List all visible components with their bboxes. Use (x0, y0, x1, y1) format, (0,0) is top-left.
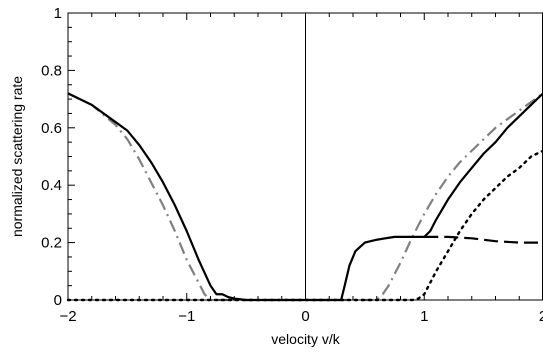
x-tick-label: −2 (59, 308, 76, 325)
ticks-layer: −2 −1 0 1 2 0 0.2 0.4 0.6 0.8 1 (41, 5, 543, 325)
y-tick-label: 0.2 (41, 235, 62, 252)
x-tick-label: 2 (539, 308, 543, 325)
x-tick-label: 0 (301, 308, 309, 325)
y-tick-label: 0.6 (41, 120, 62, 137)
y-tick-label: 0 (54, 292, 62, 309)
y-tick-label: 1 (54, 5, 62, 22)
series-line-solid (67, 92, 543, 302)
x-axis-title: velocity v/k (271, 331, 340, 347)
y-tick-label: 0.4 (41, 177, 62, 194)
x-tick-label: −1 (178, 308, 195, 325)
y-axis-title: normalized scattering rate (9, 76, 25, 237)
y-tick-label: 0.8 (41, 62, 62, 79)
x-tick-label: 1 (420, 308, 428, 325)
series-line-dash-dot (67, 92, 543, 302)
